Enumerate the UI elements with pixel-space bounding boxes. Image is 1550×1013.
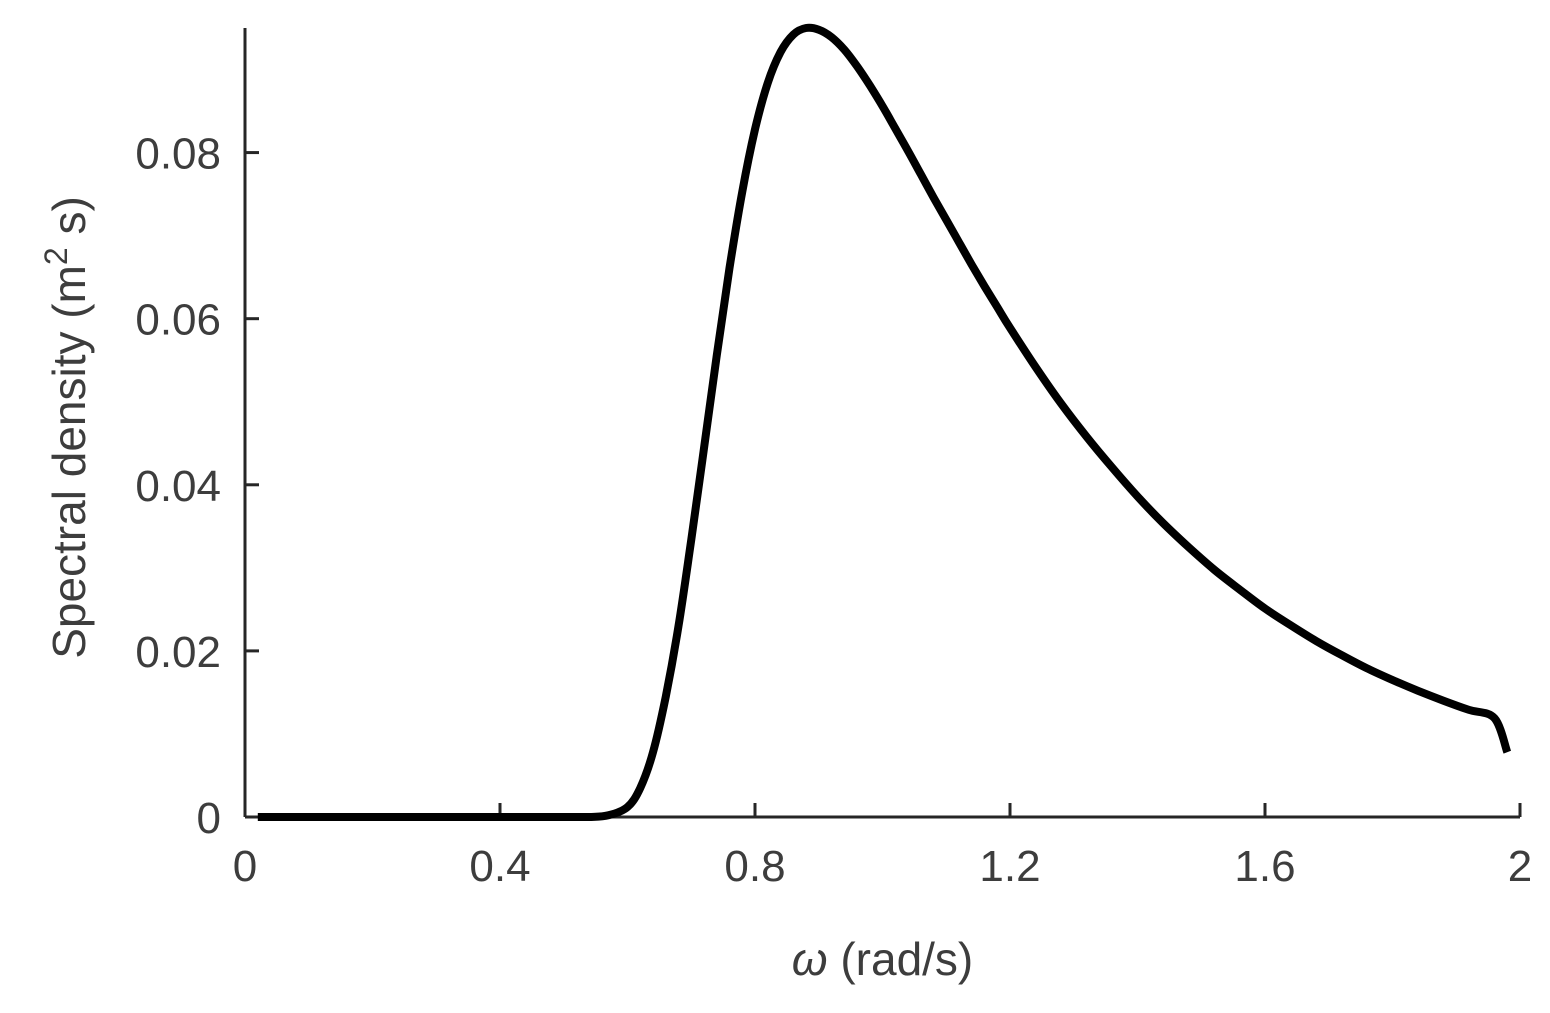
x-tick-label: 1.2 bbox=[979, 842, 1040, 891]
y-tick-label: 0.08 bbox=[135, 130, 221, 179]
y-tick-label: 0 bbox=[197, 794, 221, 843]
axes bbox=[243, 28, 1520, 819]
series-layer bbox=[257, 23, 1512, 821]
x-tick-label: 0.4 bbox=[469, 842, 530, 891]
x-ticks: 0 0.4 0.8 1.2 1.6 2 bbox=[233, 803, 1532, 891]
y-axis-label-end: s) bbox=[43, 196, 95, 247]
x-tick-label: 1.6 bbox=[1234, 842, 1295, 891]
x-axis-label-unit: (rad/s) bbox=[828, 933, 974, 985]
x-axis-label: ω (rad/s) bbox=[792, 933, 974, 985]
x-tick-label: 0.8 bbox=[724, 842, 785, 891]
y-axis-label: Spectral density (m2 s) bbox=[38, 196, 95, 659]
x-tick-label: 0 bbox=[233, 842, 257, 891]
x-tick-label: 2 bbox=[1508, 842, 1532, 891]
y-ticks: 0 0.02 0.04 0.06 0.08 bbox=[135, 130, 259, 843]
y-tick-label: 0.06 bbox=[135, 296, 221, 345]
y-tick-label: 0.04 bbox=[135, 462, 221, 511]
y-tick-label: 0.02 bbox=[135, 628, 221, 677]
y-axis-label-superscript: 2 bbox=[38, 247, 74, 265]
y-axis-label-main: Spectral density (m bbox=[43, 265, 95, 659]
series-line bbox=[257, 23, 1512, 821]
x-axis-label-symbol: ω bbox=[792, 933, 828, 985]
